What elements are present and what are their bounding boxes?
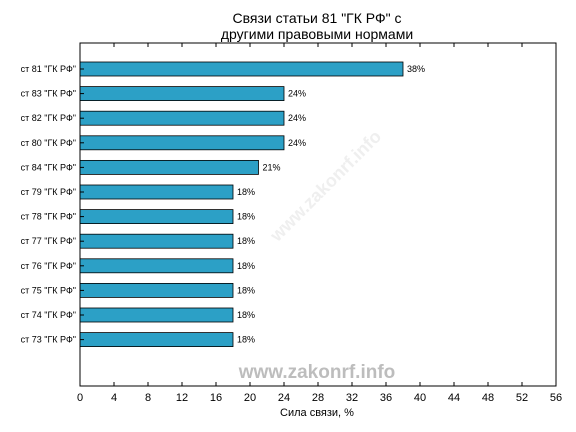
x-tick-label: 20 bbox=[244, 392, 256, 404]
x-tick-label: 28 bbox=[312, 392, 324, 404]
chart-title-line-1: Связи статьи 81 "ГК РФ" с bbox=[233, 10, 402, 26]
bar bbox=[79, 282, 234, 298]
x-tick-label: 16 bbox=[210, 392, 222, 404]
x-tick-label: 36 bbox=[380, 392, 392, 404]
y-tick-label: ст 82 "ГК РФ" bbox=[21, 113, 76, 123]
x-tick-label: 8 bbox=[145, 392, 151, 404]
data-label: 24% bbox=[288, 89, 306, 99]
bar bbox=[79, 209, 234, 225]
data-label: 18% bbox=[237, 335, 255, 345]
y-tick-label: ст 78 "ГК РФ" bbox=[21, 212, 76, 222]
x-tick-label: 32 bbox=[346, 392, 358, 404]
bars: 38% 24% 24% 24% 21% 18% 18% 18% 18% 18% 18% 18% bbox=[79, 61, 425, 348]
y-tick-label: ст 76 "ГК РФ" bbox=[21, 261, 76, 271]
bar bbox=[79, 159, 259, 175]
y-tick-label: ст 77 "ГК РФ" bbox=[21, 236, 76, 246]
y-tick-label: ст 80 "ГК РФ" bbox=[21, 138, 76, 148]
title: Связи статьи 81 "ГК РФ" с другими правов… bbox=[221, 10, 413, 42]
x-tick-label: 40 bbox=[414, 392, 426, 404]
bar bbox=[79, 233, 234, 249]
data-label: 18% bbox=[237, 261, 255, 271]
x-tick-label: 48 bbox=[482, 392, 494, 404]
x-tick-label: 4 bbox=[111, 392, 117, 404]
y-tick-label: ст 73 "ГК РФ" bbox=[21, 335, 76, 345]
y-tick-labels: ст 81 "ГК РФ" ст 83 "ГК РФ" ст 82 "ГК РФ" с… bbox=[21, 64, 84, 345]
bar bbox=[79, 332, 234, 348]
y-tick-label: ст 84 "ГК РФ" bbox=[21, 162, 76, 172]
y-tick-label: ст 79 "ГК РФ" bbox=[21, 187, 76, 197]
bar bbox=[79, 135, 285, 151]
y-tick-label: ст 74 "ГК РФ" bbox=[21, 310, 76, 320]
bar bbox=[79, 86, 285, 101]
data-label: 18% bbox=[237, 310, 255, 320]
plot-frame bbox=[79, 42, 557, 387]
x-axis-label: Сила связи, % bbox=[280, 407, 354, 419]
data-label: 18% bbox=[237, 187, 255, 197]
x-tick-label: 44 bbox=[448, 392, 460, 404]
data-label: 38% bbox=[407, 64, 425, 74]
chart-title-line-2: другими правовыми нормами bbox=[221, 26, 413, 42]
bar bbox=[79, 258, 234, 274]
x-tick-label: 56 bbox=[550, 392, 562, 404]
x-axis: 0 4 8 12 16 20 24 28 32 36 40 44 48 52 56 bbox=[77, 43, 562, 404]
y-tick-label: ст 83 "ГК РФ" bbox=[21, 89, 76, 99]
data-label: 24% bbox=[288, 138, 306, 148]
bar bbox=[79, 110, 285, 126]
x-tick-label: 12 bbox=[176, 392, 188, 404]
bar bbox=[79, 61, 404, 77]
y-tick-label: ст 75 "ГК РФ" bbox=[21, 285, 76, 295]
x-tick-label: 52 bbox=[516, 392, 528, 404]
data-label: 18% bbox=[237, 236, 255, 246]
bar bbox=[79, 184, 234, 200]
watermark: www.zakonrf.info bbox=[238, 362, 396, 383]
x-tick-label: 0 bbox=[77, 392, 83, 404]
bar bbox=[79, 307, 234, 323]
x-tick-label: 24 bbox=[278, 392, 290, 404]
data-label: 18% bbox=[237, 212, 255, 222]
data-label: 21% bbox=[263, 162, 281, 172]
y-tick-label: ст 81 "ГК РФ" bbox=[21, 64, 76, 74]
data-label: 18% bbox=[237, 285, 255, 295]
data-label: 24% bbox=[288, 113, 306, 123]
